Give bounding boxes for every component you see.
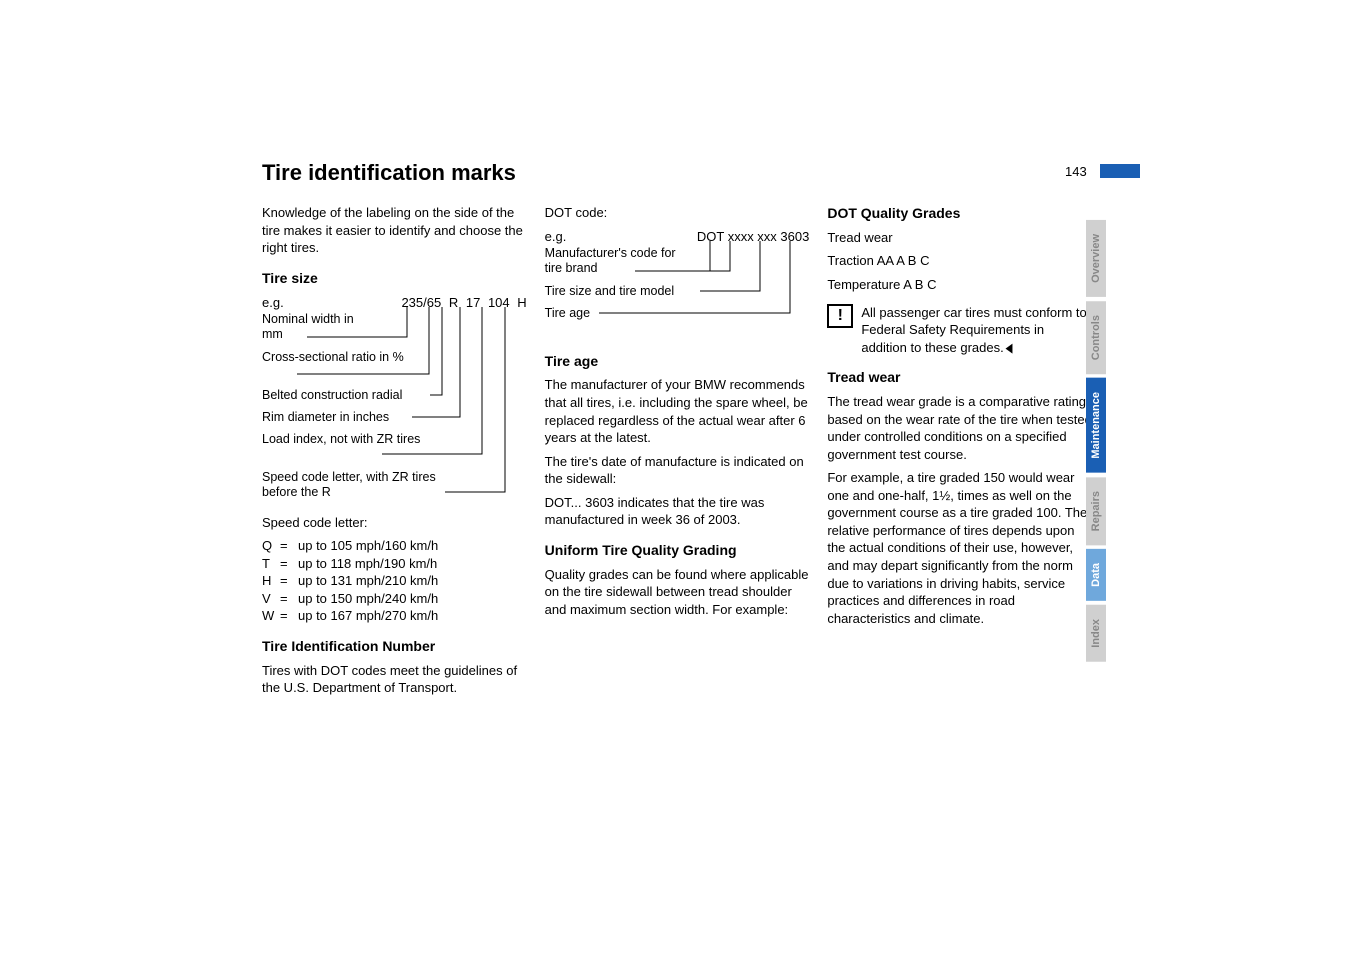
tab-data[interactable]: Data: [1086, 549, 1106, 601]
page-title: Tire identification marks: [262, 160, 1092, 186]
speed-code-table: Q=up to 105 mph/160 km/h T=up to 118 mph…: [262, 537, 527, 625]
speed-w-val: up to 167 mph/270 km/h: [298, 607, 438, 625]
code-e: H: [517, 295, 526, 310]
tire-code: 235/65 R 17 104 H: [397, 294, 526, 312]
label-cross: Cross-sectional ratio in %: [262, 350, 422, 365]
dq-tread: Tread wear: [827, 229, 1092, 247]
speed-q: Q: [262, 537, 280, 555]
tread-wear-heading: Tread wear: [827, 368, 1092, 387]
speed-t-val: up to 118 mph/190 km/h: [298, 555, 437, 573]
tire-age-heading: Tire age: [545, 352, 810, 371]
dot-code: DOT xxxx xxx 3603: [697, 228, 809, 246]
label-load: Load index, not with ZR tires: [262, 432, 432, 447]
speed-h: H: [262, 572, 280, 590]
tire-size-heading: Tire size: [262, 269, 527, 288]
tire-age-p3: DOT... 3603 indicates that the tire was …: [545, 494, 810, 529]
dot-size: Tire size and tire model: [545, 284, 705, 299]
intro-text: Knowledge of the labeling on the side of…: [262, 204, 527, 257]
utqg-body: Quality grades can be found where applic…: [545, 566, 810, 619]
code-d: 104: [488, 295, 510, 310]
label-rim: Rim diameter in inches: [262, 410, 432, 425]
tab-maintenance[interactable]: Maintenance: [1086, 378, 1106, 473]
speed-v-val: up to 150 mph/240 km/h: [298, 590, 438, 608]
tire-age-p2: The tire's date of manufacture is indica…: [545, 453, 810, 488]
warning-text-wrap: All passenger car tires must conform to …: [861, 304, 1092, 357]
tin-heading: Tire Identification Number: [262, 637, 527, 656]
label-nominal: Nominal width in mm: [262, 312, 372, 342]
tread-wear-p2: For example, a tire graded 150 would wea…: [827, 469, 1092, 627]
speed-t: T: [262, 555, 280, 573]
tab-controls[interactable]: Controls: [1086, 301, 1106, 374]
dq-traction: Traction AA A B C: [827, 252, 1092, 270]
dot-diagram: e.g. DOT xxxx xxx 3603 Manufacturer's co…: [545, 228, 810, 338]
tab-overview[interactable]: Overview: [1086, 220, 1106, 297]
dq-temp: Temperature A B C: [827, 276, 1092, 294]
label-belted: Belted construction radial: [262, 388, 432, 403]
utqg-heading: Uniform Tire Quality Grading: [545, 541, 810, 560]
column-2: DOT code: e.g. DOT xxxx xxx 3603 Manufac…: [545, 204, 810, 703]
column-3: DOT Quality Grades Tread wear Traction A…: [827, 204, 1092, 703]
speed-h-val: up to 131 mph/210 km/h: [298, 572, 438, 590]
tread-wear-p1: The tread wear grade is a comparative ra…: [827, 393, 1092, 463]
warning-icon: !: [827, 304, 853, 328]
code-a: 235/65: [401, 295, 441, 310]
code-b: R: [449, 295, 458, 310]
dot-age: Tire age: [545, 306, 645, 321]
speed-code-heading: Speed code letter:: [262, 514, 527, 532]
tire-size-diagram: e.g. 235/65 R 17 104 H Nominal width in …: [262, 294, 527, 504]
dot-heading: DOT code:: [545, 204, 810, 222]
warning-box: ! All passenger car tires must conform t…: [827, 304, 1092, 357]
label-speed: Speed code letter, with ZR tires before …: [262, 470, 462, 500]
warning-text: All passenger car tires must conform to …: [861, 305, 1086, 355]
tab-repairs[interactable]: Repairs: [1086, 477, 1106, 545]
speed-v: V: [262, 590, 280, 608]
code-c: 17: [466, 295, 480, 310]
speed-w: W: [262, 607, 280, 625]
tire-age-p1: The manufacturer of your BMW recommends …: [545, 376, 810, 446]
page-number: 143: [1065, 164, 1087, 179]
tab-index[interactable]: Index: [1086, 605, 1106, 662]
speed-q-val: up to 105 mph/160 km/h: [298, 537, 438, 555]
side-tabs: Overview Controls Maintenance Repairs Da…: [1086, 220, 1110, 666]
page-number-bar: [1100, 164, 1140, 178]
dot-eg: e.g.: [545, 228, 567, 246]
dot-quality-heading: DOT Quality Grades: [827, 204, 1092, 223]
column-1: Knowledge of the labeling on the side of…: [262, 204, 527, 703]
tin-body: Tires with DOT codes meet the guidelines…: [262, 662, 527, 697]
end-mark-icon: ◀: [1005, 339, 1012, 357]
eg-label: e.g.: [262, 294, 284, 312]
dot-mfg: Manufacturer's code for tire brand: [545, 246, 685, 276]
